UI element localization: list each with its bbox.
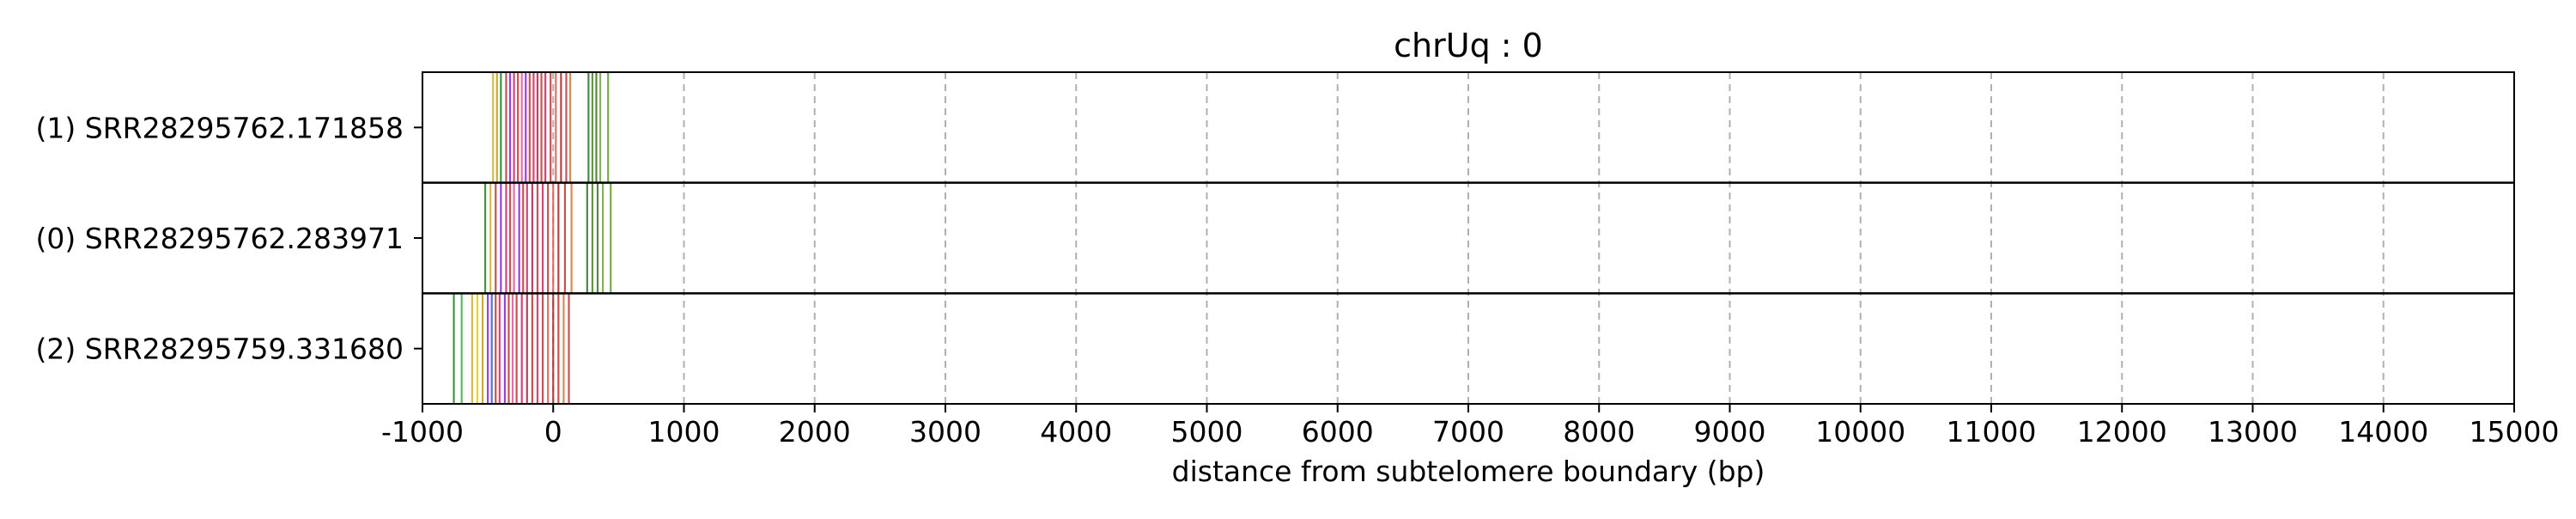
row-labels: (1) SRR28295762.171858 (0) SRR28295762.28… [36,111,422,366]
marks-layer [453,72,612,404]
x-tick-label: 15000 [2470,415,2560,449]
x-tick-label: 0 [544,415,562,449]
x-tick-label: 13000 [2208,415,2298,449]
x-tick-label: 5000 [1171,415,1243,449]
x-tick-label: 4000 [1040,415,1112,449]
x-tick-label: 9000 [1694,415,1766,449]
x-tick-label: 2000 [779,415,851,449]
x-axis-label: distance from subtelomere boundary (bp) [1172,455,1765,488]
x-tick-label: 3000 [909,415,981,449]
x-tick-label: 11000 [1947,415,2037,449]
x-tick-label: 8000 [1563,415,1635,449]
x-tick-label: 10000 [1815,415,1905,449]
x-tick-label: 1000 [648,415,720,449]
row-label: (1) SRR28295762.171858 [36,111,404,144]
x-tick-label: 12000 [2077,415,2167,449]
x-tick-label: -1000 [381,415,464,449]
row-label: (0) SRR28295762.283971 [36,222,404,255]
x-tick-label: 6000 [1302,415,1374,449]
x-tick-label: 14000 [2338,415,2428,449]
chart-title: chrUq : 0 [1394,27,1543,64]
grid-layer [552,72,2385,404]
x-tick-label: 7000 [1432,415,1504,449]
x-axis: -1000 0 1000 2000 3000 4000 5000 6000 7000 8000 90… [381,404,2559,449]
row-label: (2) SRR28295759.331680 [36,333,404,366]
